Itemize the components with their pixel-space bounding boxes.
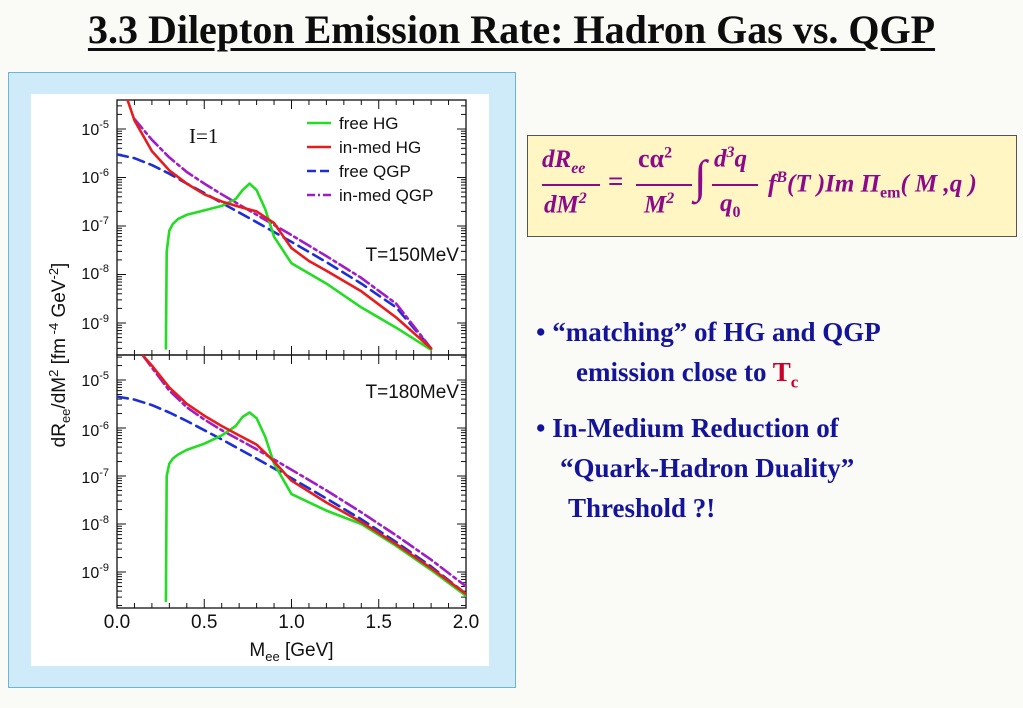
formula-lhs-numerator: dRee — [542, 146, 586, 177]
formula-fraction-bar-3 — [712, 184, 758, 186]
x-axis-label: Mee [GeV] — [249, 640, 333, 664]
y-tick-label: 10-9 — [81, 562, 109, 582]
series-in-med-qgp-line — [141, 355, 466, 588]
formula-q0: q0 — [720, 190, 741, 221]
formula-fraction-bar-2 — [636, 184, 692, 186]
formula-integral-sign: ∫ — [694, 151, 707, 202]
panel-label-1: T=150MeV — [366, 245, 460, 266]
slide-title: 3.3 Dilepton Emission Rate: Hadron Gas v… — [87, 7, 936, 52]
x-tick-label: 0.0 — [104, 612, 130, 633]
series-free-hg-line — [164, 182, 433, 352]
series-in-med-hg-line — [126, 100, 433, 350]
y-tick-label: 10-8 — [81, 263, 109, 283]
x-tick-label: 1.5 — [366, 612, 392, 633]
x-tick-label: 2.0 — [453, 612, 479, 633]
bullet-2-line-2: “Quark-Hadron Duality” — [560, 453, 855, 484]
formula-equals: = — [608, 166, 624, 196]
bullet-1-line-2: emission close to Tc — [576, 357, 799, 392]
series-in-med-hg-line — [141, 355, 466, 596]
bullet-2-line-1: • In-Medium Reduction of — [536, 413, 839, 444]
formula-distribution-term: fB(T )Im Πem( M ,q ) — [768, 169, 977, 202]
isospin-annotation: I=1 — [189, 124, 218, 148]
legend-label-free-qgp: free QGP — [339, 162, 411, 181]
y-tick-label: 10-7 — [81, 467, 109, 487]
y-tick-label: 10-9 — [81, 313, 109, 333]
bullet-list: • “matching” of HG and QGP emission clos… — [536, 312, 1016, 528]
y-tick-label: 10-5 — [81, 370, 109, 390]
y-tick-label: 10-7 — [81, 215, 109, 235]
bullet-2-line-3: Threshold ?! — [568, 493, 716, 524]
tc-symbol: Tc — [772, 357, 799, 392]
series-free-qgp-line — [117, 153, 433, 350]
y-tick-label: 10-6 — [81, 167, 109, 187]
formula-m-squared: M2 — [644, 190, 675, 219]
y-tick-label: 10-6 — [81, 420, 109, 440]
formula-c-alpha: cα2 — [638, 144, 673, 173]
y-tick-label: 10-8 — [81, 514, 109, 534]
bullet-1-line-1: • “matching” of HG and QGP — [536, 317, 881, 347]
series-in-med-qgp-line — [133, 117, 433, 350]
dilepton-rate-chart: 10-5 10-6 10-7 10-8 10-9 T=150MeV 10-5 10-6 10-7… — [31, 94, 489, 666]
x-tick-label: 1.0 — [278, 612, 304, 633]
formula-fraction-bar-1 — [542, 184, 600, 186]
series-free-qgp-line — [117, 395, 466, 596]
y-tick-label: 10-5 — [81, 119, 109, 139]
formula-d3q: d3q — [714, 144, 747, 173]
y-axis-label: dRee/dM2 [fm -4 GeV-2] — [46, 263, 73, 448]
emission-rate-formula: dRee dM2 = cα2 M2 ∫ d3q q0 fB(T )Im Πem(… — [527, 135, 1017, 237]
formula-lhs-denominator: dM2 — [544, 190, 587, 219]
figure-panel: 10-5 10-6 10-7 10-8 10-9 T=150MeV 10-5 10-6 10-7… — [8, 72, 516, 688]
series-free-hg-line — [164, 411, 466, 603]
legend-label-free-hg: free HG — [339, 114, 399, 133]
legend-label-in-med-qgp: in-med QGP — [339, 186, 433, 205]
panel-label-2: T=180MeV — [366, 382, 460, 403]
plot-background — [31, 94, 489, 666]
legend-label-in-med-hg: in-med HG — [339, 138, 421, 157]
x-tick-label: 0.5 — [191, 612, 217, 633]
